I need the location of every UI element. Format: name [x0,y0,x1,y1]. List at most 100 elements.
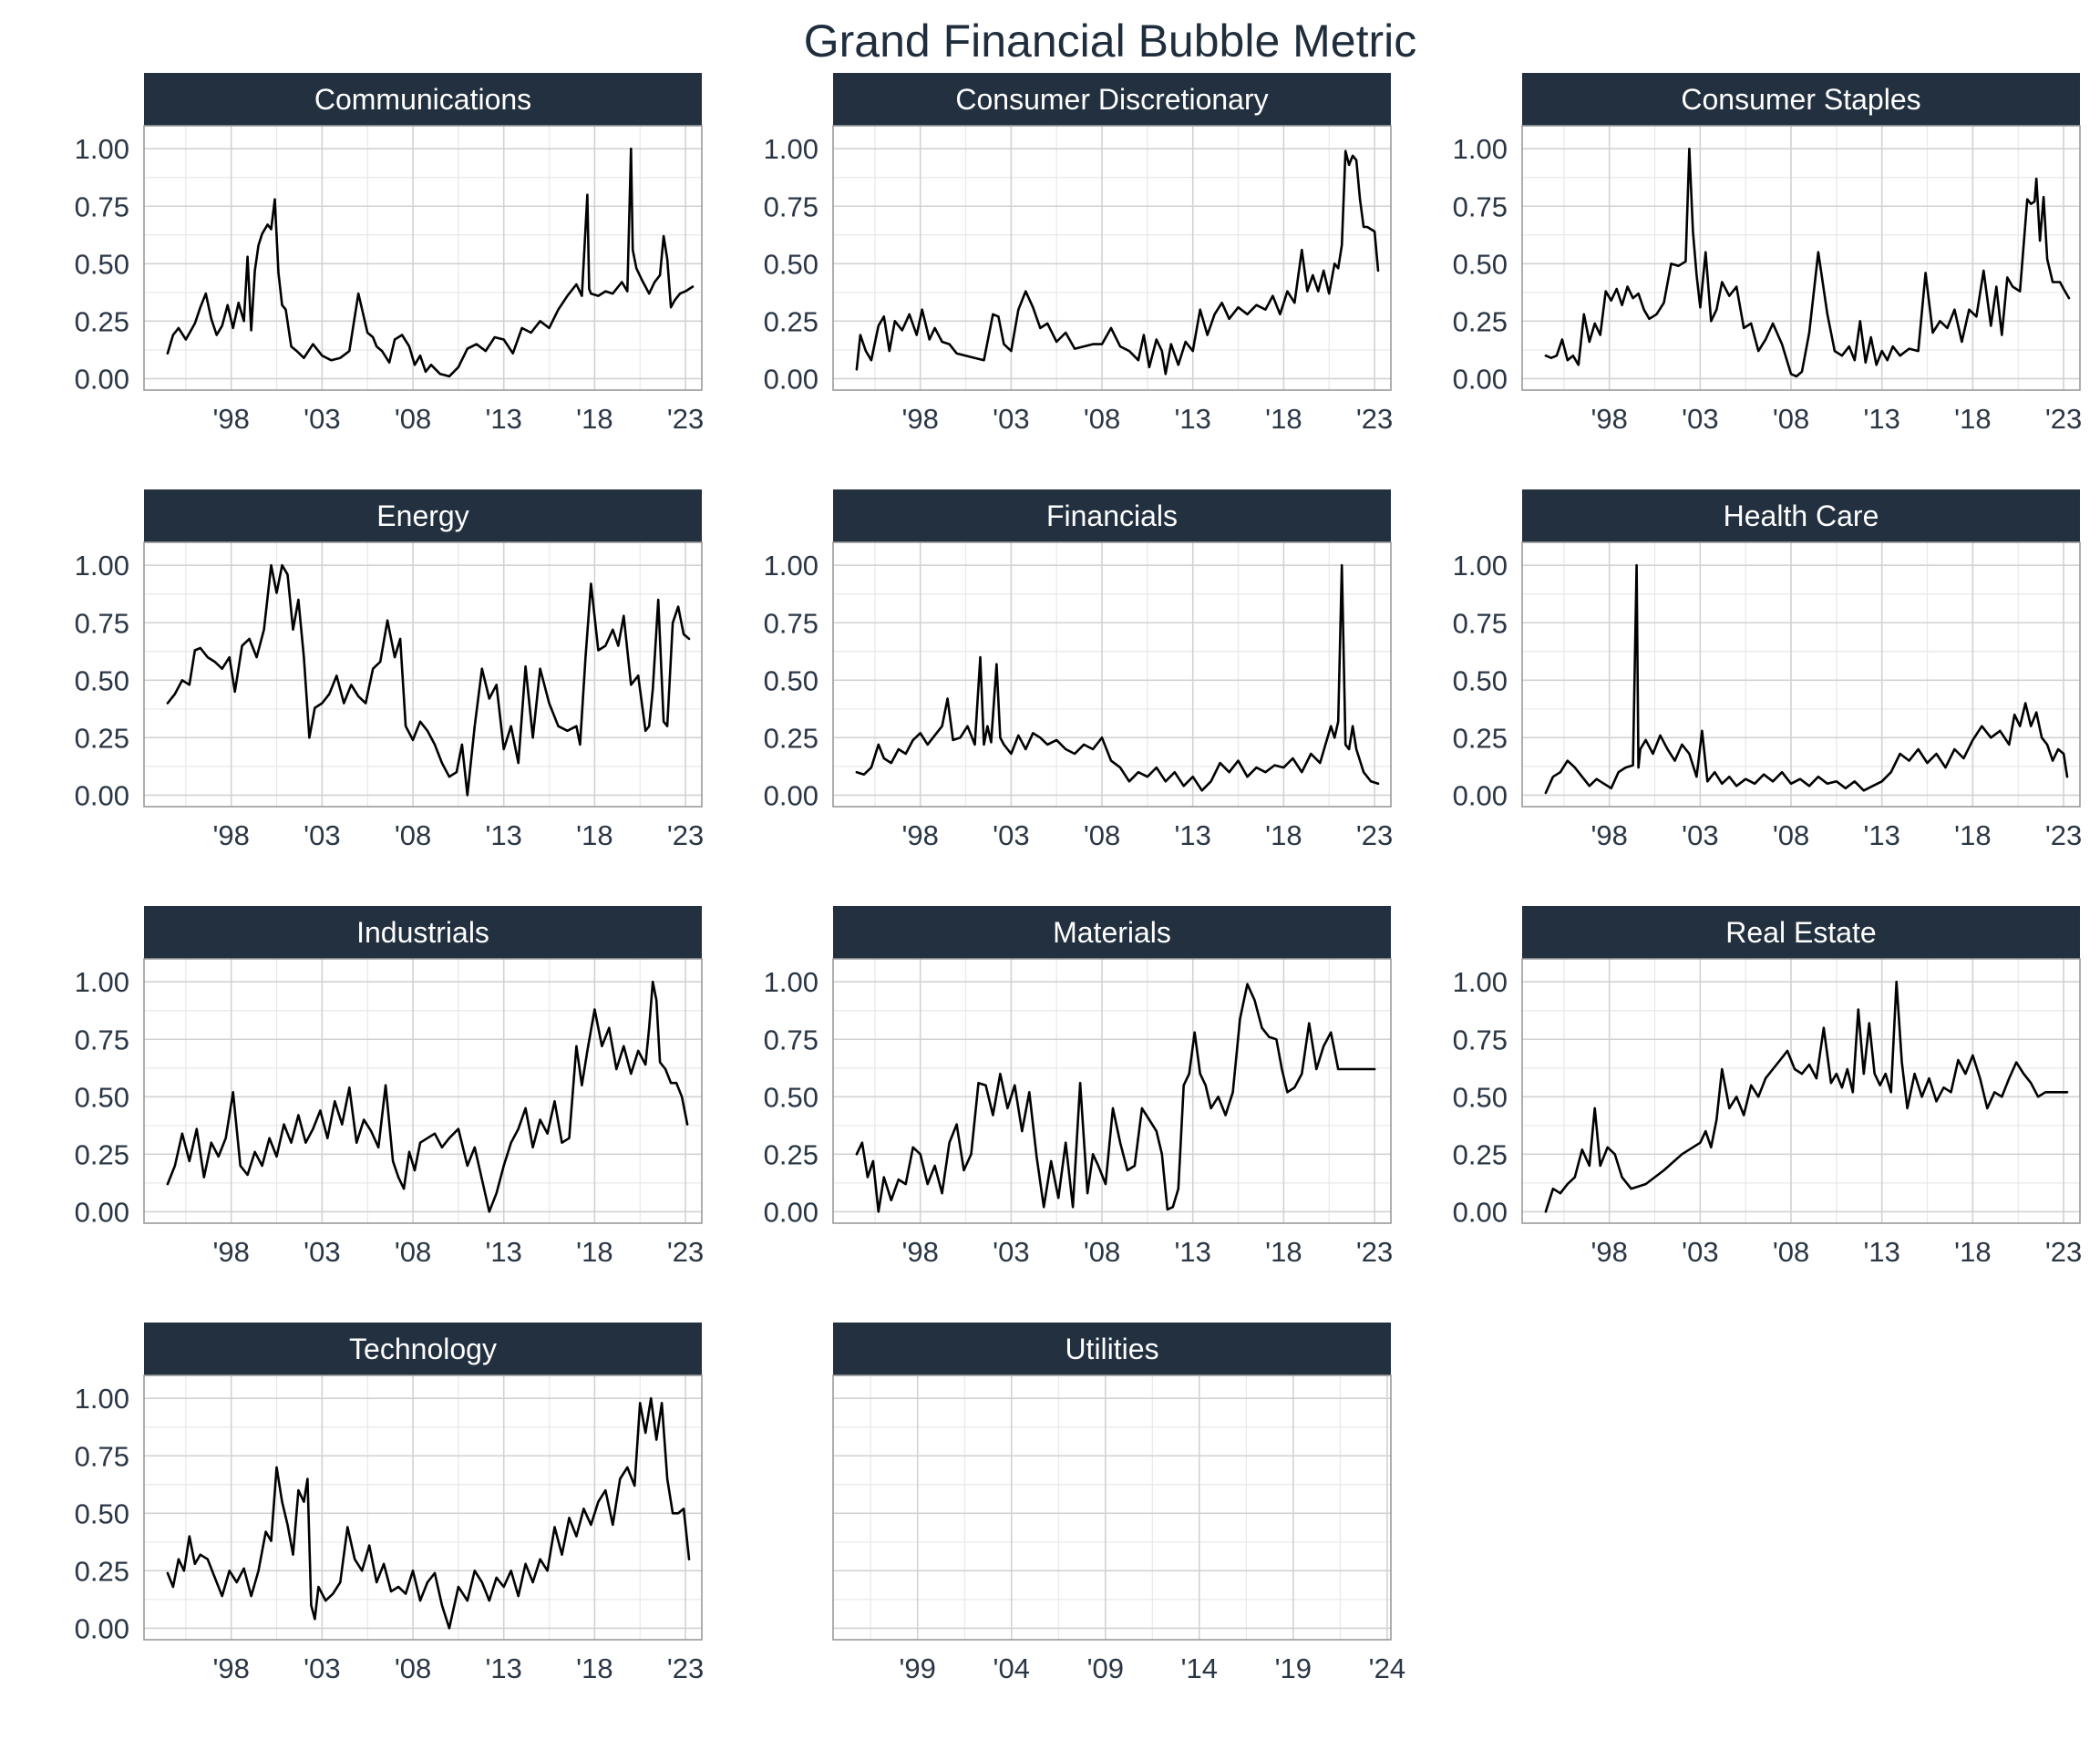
y-tick-label: 0.25 [1453,1138,1508,1170]
strip-label-technology: Technology [349,1333,497,1365]
x-tick-label: '23 [1356,403,1393,435]
y-tick-label: 0.25 [75,305,129,337]
y-tick-label: 1.00 [75,133,129,165]
x-tick-label: '23 [2045,403,2082,435]
y-tick-label: 0.75 [75,190,129,222]
x-tick-label: '08 [1084,1236,1120,1268]
y-tick-label: 0.00 [75,1612,129,1644]
panel-frame-technology [143,1374,703,1641]
x-tick-label: '08 [395,1236,431,1268]
panel-industrials: Industrials 0.00 0.25 0.50 0.75 1.00 '98 '03 '08… [75,906,704,1268]
y-tick-label: 0.00 [75,363,129,395]
strip-health-care [1522,489,2080,542]
panel-frame-financials [832,541,1392,808]
panel-frame-consumer-discretionary [832,125,1392,391]
x-tick-label: '98 [212,819,249,851]
y-tick-label: 0.25 [75,722,129,754]
x-tick-label: '98 [212,1236,249,1268]
x-tick-label: '08 [1773,1236,1809,1268]
x-tick-label: '03 [304,1652,340,1684]
y-tick-label: 0.75 [75,1024,129,1055]
series-line-consumer-discretionary [855,149,1380,376]
y-tick-label: 0.75 [1453,190,1508,222]
x-tick-label: '23 [667,1652,704,1684]
x-tick-label: '03 [993,403,1029,435]
series-line-consumer-staples [1544,147,2071,378]
strip-consumer-staples [1522,73,2080,126]
y-tick-label: 1.00 [75,1383,129,1415]
x-tick-label: '23 [2045,819,2082,851]
x-tick-label: '18 [1265,1236,1302,1268]
x-tick-label: '23 [667,1236,704,1268]
x-tick-label: '19 [1275,1652,1312,1684]
x-tick-label: '98 [212,1652,249,1684]
strip-materials [833,906,1391,959]
panel-frame-health-care [1521,541,2081,808]
x-tick-label: '98 [1590,1236,1627,1268]
panel-health-care: Health Care 0.00 0.25 0.50 0.75 1.00 '98 '03 '08… [1453,489,2082,851]
x-tick-label: '08 [395,1652,431,1684]
x-tick-label: '24 [1369,1652,1405,1684]
y-tick-label: 0.50 [75,1081,129,1113]
y-tick-label: 0.75 [764,1024,818,1055]
strip-label-communications: Communications [314,83,531,116]
y-tick-label: 0.25 [1453,305,1508,337]
strip-label-consumer-discretionary: Consumer Discretionary [955,83,1268,116]
y-tick-label: 1.00 [75,550,129,582]
x-tick-label: '03 [1682,1236,1718,1268]
x-tick-label: '18 [576,1652,612,1684]
panel-frame-energy [143,541,703,808]
y-tick-label: 0.25 [1453,722,1508,754]
y-tick-label: 0.50 [75,1498,129,1529]
strip-utilities [833,1323,1391,1375]
x-tick-label: '13 [486,403,522,435]
strip-label-utilities: Utilities [1065,1333,1158,1365]
x-tick-label: '03 [993,1236,1029,1268]
x-tick-label: '03 [993,819,1029,851]
facet-panels: Communications 0.00 0.25 0.50 0.75 1.00 '98 '03… [75,73,2082,1684]
x-tick-label: '13 [486,1236,522,1268]
y-tick-label: 0.00 [764,1196,818,1228]
x-tick-label: '18 [1954,403,1991,435]
x-tick-label: '09 [1087,1652,1124,1684]
strip-label-energy: Energy [376,499,468,532]
x-tick-label: '08 [395,403,431,435]
x-tick-label: '13 [486,819,522,851]
x-tick-label: '18 [576,1236,612,1268]
x-tick-label: '03 [1682,819,1718,851]
strip-financials [833,489,1391,542]
x-tick-label: '13 [1864,403,1900,435]
x-tick-label: '03 [1682,403,1718,435]
x-tick-label: '18 [576,819,612,851]
x-tick-label: '98 [901,1236,938,1268]
y-tick-label: 0.50 [1453,664,1508,696]
series-line-industrials [166,980,689,1213]
x-tick-label: '98 [1590,403,1627,435]
y-tick-label: 1.00 [764,550,818,582]
x-tick-label: '13 [1864,1236,1900,1268]
y-tick-label: 0.00 [75,1196,129,1228]
x-tick-label: '13 [1175,819,1211,851]
panel-energy: Energy 0.00 0.25 0.50 0.75 1.00 '98 '03 '08 '13 '1… [75,489,704,851]
x-tick-label: '08 [1084,403,1120,435]
series-line-technology [166,1396,691,1630]
y-tick-label: 0.50 [75,248,129,280]
y-tick-label: 0.75 [764,190,818,222]
panel-consumer-discretionary: Consumer Discretionary 0.00 0.25 0.50 0.75 1.… [764,73,1393,435]
y-tick-label: 1.00 [1453,966,1508,998]
panel-consumer-staples: Consumer Staples 0.00 0.25 0.50 0.75 1.00 '98 '… [1453,73,2082,435]
x-tick-label: '98 [901,819,938,851]
y-tick-label: 0.25 [75,1138,129,1170]
y-tick-label: 1.00 [764,133,818,165]
x-tick-label: '18 [1265,403,1302,435]
y-tick-label: 0.50 [764,664,818,696]
series-line-energy [166,563,691,797]
x-tick-label: '08 [1773,819,1809,851]
y-tick-label: 0.75 [75,607,129,639]
y-tick-label: 0.25 [764,722,818,754]
panel-utilities: Utilities '99 '04 '09 '14 '19 '24 [832,1323,1405,1684]
y-tick-label: 1.00 [764,966,818,998]
panel-frame-communications [143,125,703,391]
x-tick-label: '18 [1265,819,1302,851]
